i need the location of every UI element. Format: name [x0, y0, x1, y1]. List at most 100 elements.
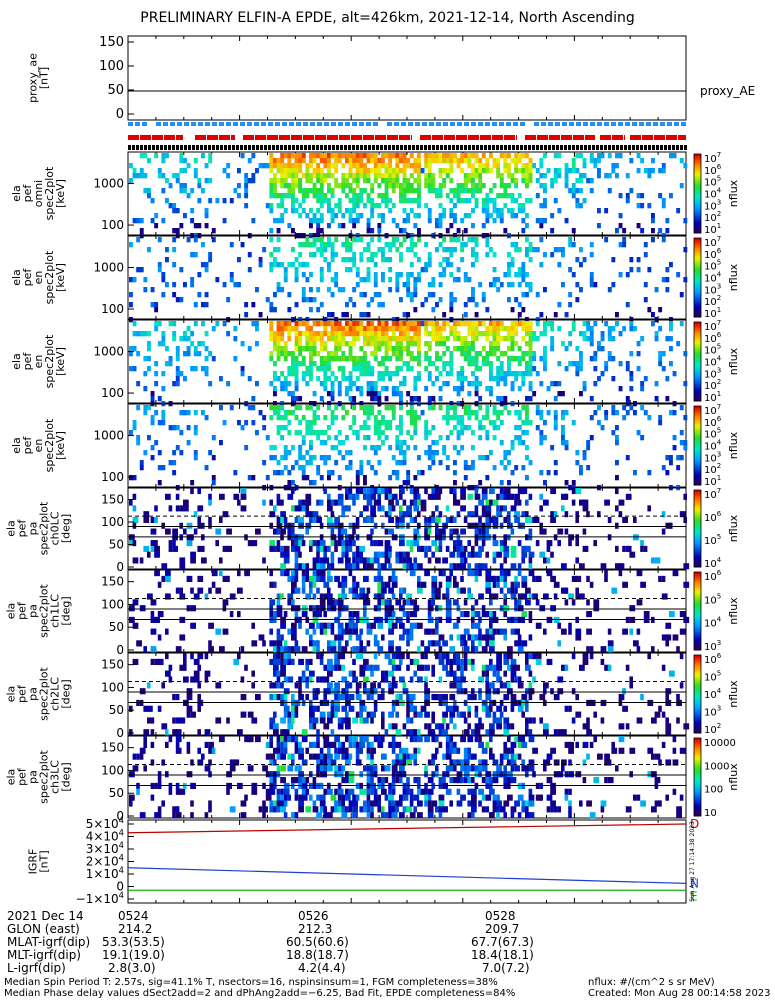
- spectrogram-cell: [359, 346, 364, 352]
- pitch-angle-cell: [197, 545, 201, 552]
- pitch-angle-cell: [366, 499, 373, 506]
- spectrogram-cell: [435, 153, 439, 159]
- spectrogram-cell: [564, 312, 569, 318]
- spectrogram-cell: [280, 415, 285, 421]
- spectrogram-cell: [352, 331, 357, 337]
- spectrogram-cell: [525, 237, 529, 243]
- data-bar-segment: [176, 145, 179, 150]
- pitch-angle-cell: [539, 528, 546, 535]
- spectrogram-cell: [525, 252, 529, 258]
- spectrogram-cell: [449, 153, 454, 159]
- data-bar-segment: [680, 145, 683, 150]
- spectrogram-cell: [132, 168, 137, 174]
- spectrogram-cell: [525, 173, 529, 179]
- spectrogram-cell: [355, 168, 360, 174]
- spectrogram-cell: [377, 247, 382, 253]
- pitch-angle-cell: [399, 493, 403, 500]
- pitch-angle-cell: [316, 605, 320, 612]
- spectrogram-cell: [366, 168, 371, 174]
- colorbar-segment: [694, 337, 701, 341]
- spin-bar-segment: [443, 122, 448, 126]
- spectrogram-cell: [276, 321, 281, 327]
- spectrogram-cell: [593, 356, 598, 362]
- spin-bar-segment: [674, 122, 679, 126]
- spectrogram-cell: [481, 361, 486, 367]
- spectrogram-cell: [431, 440, 436, 446]
- pitch-angle-cell: [388, 611, 394, 618]
- colorbar-segment: [694, 427, 701, 431]
- pitch-angle-cell: [435, 545, 441, 552]
- pitch-angle-cell: [449, 563, 456, 570]
- pitch-angle-cell: [334, 575, 340, 583]
- spectrogram-cell: [399, 450, 403, 456]
- spectrogram-cell: [539, 470, 544, 476]
- spectrogram-cell: [510, 470, 515, 476]
- pitch-angle-cell: [517, 563, 522, 570]
- spectrogram-cell: [409, 415, 414, 421]
- pitch-angle-cell: [438, 528, 445, 535]
- colorbar-segment: [694, 229, 701, 232]
- spin-bar-segment: [128, 122, 133, 126]
- spectrogram-cell: [391, 391, 396, 397]
- pitch-angle-cell: [571, 499, 576, 506]
- pitch-angle-cell: [409, 563, 416, 570]
- spectrogram-cell: [543, 173, 547, 179]
- spectrogram-cell: [139, 267, 144, 273]
- spectrogram-cell: [237, 193, 241, 199]
- spectrogram-cell: [283, 450, 288, 456]
- spectrogram-cell: [445, 257, 450, 263]
- spectrogram-cell: [453, 203, 457, 209]
- pitch-angle-cell: [528, 634, 533, 641]
- spectrogram-cell: [503, 193, 508, 199]
- spectrogram-cell: [366, 336, 371, 342]
- spectrogram-cell: [633, 470, 637, 476]
- spectrogram-cell: [449, 331, 454, 337]
- spectrogram-cell: [377, 361, 382, 367]
- pitch-angle-cell: [132, 516, 139, 524]
- spectrogram-cell: [337, 198, 342, 204]
- spectrogram-cell: [132, 331, 137, 337]
- y-tick-label: 100: [101, 302, 124, 316]
- pitch-angle-cell: [607, 516, 612, 524]
- spectrogram-cell: [273, 292, 277, 298]
- spectrogram-cell: [593, 158, 598, 164]
- spectrogram-cell: [456, 346, 461, 352]
- pitch-angle-cell: [402, 587, 407, 594]
- pitch-angle-cell: [388, 551, 392, 558]
- spectrogram-cell: [147, 188, 151, 194]
- pitch-angle-cell: [226, 528, 232, 535]
- spectrogram-cell: [665, 218, 670, 224]
- pitch-angle-cell: [391, 493, 398, 500]
- spectrogram-cell: [305, 178, 310, 184]
- spectrogram-cell: [348, 153, 353, 159]
- spectrogram-cell: [517, 425, 522, 431]
- spectrogram-cell: [525, 247, 529, 253]
- pitch-angle-cell: [381, 599, 385, 606]
- spectrogram-cell: [539, 440, 544, 446]
- spectrogram-cell: [161, 341, 166, 347]
- spectrogram-cell: [193, 252, 198, 258]
- spectrogram-cell: [309, 356, 313, 362]
- pitch-angle-cell: [355, 563, 360, 570]
- spectrogram-cell: [438, 158, 443, 164]
- pitch-angle-cell: [377, 622, 384, 629]
- spectrogram-cell: [579, 361, 583, 367]
- spectrogram-cell: [478, 420, 483, 426]
- data-bar-segment: [584, 145, 587, 150]
- spectrogram-cell: [417, 336, 421, 342]
- spectrogram-cell: [557, 153, 562, 159]
- spectrogram-cell: [280, 435, 285, 441]
- spectrogram-cell: [402, 312, 407, 318]
- spectrogram-cell: [557, 302, 562, 308]
- pitch-angle-cell: [330, 622, 335, 629]
- spin-bar-segment: [233, 122, 238, 126]
- spectrogram-cell: [427, 445, 432, 451]
- colorbar-segment: [694, 269, 701, 273]
- pitch-angle-cell: [384, 488, 389, 495]
- spectrogram-cell: [431, 321, 436, 327]
- pitch-angle-cell: [539, 551, 546, 558]
- spectrogram-cell: [345, 237, 349, 243]
- spectrogram-cell: [665, 228, 670, 234]
- pitch-angle-cell: [489, 599, 493, 606]
- spectrogram-cell: [413, 252, 418, 258]
